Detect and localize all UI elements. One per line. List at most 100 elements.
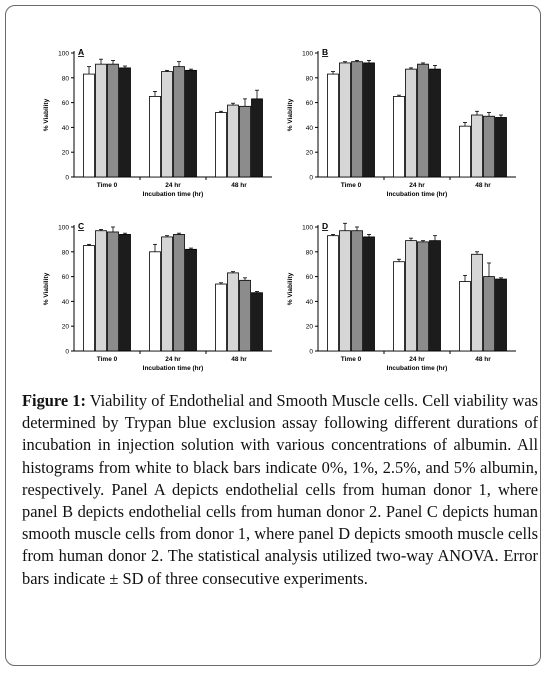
bar [227,272,239,352]
bar [251,292,263,352]
caption-label: Figure 1: [22,391,86,410]
y-tick-label: 60 [306,274,314,281]
y-tick-label: 80 [306,249,314,256]
y-tick-label: 40 [306,299,314,306]
bar [149,96,161,178]
y-tick-label: 100 [58,51,69,58]
y-axis-label: % Viability [43,272,50,305]
bar [429,68,441,178]
bar [471,253,483,352]
y-tick-label: 40 [62,299,70,306]
bar [393,96,405,178]
bar [459,281,471,352]
x-axis-label: Incubation time (hr) [387,365,448,372]
bar [327,235,339,352]
bar [495,117,507,178]
bar [417,63,429,178]
panel-letter: B [322,47,328,57]
y-tick-label: 0 [65,175,69,182]
y-tick-label: 80 [62,75,70,82]
bar [161,236,173,352]
bar [83,73,95,178]
bar [351,230,363,352]
y-tick-label: 40 [306,125,314,132]
bar [227,104,239,178]
bar [327,73,339,178]
x-tick-label: 48 hr [475,356,491,363]
panel-c: 0 20 40 60 80 100 % Viability C Time 0 24 hr 48 hr… [24,205,284,381]
bar [185,69,197,178]
bar [149,251,161,352]
x-tick-label: 48 hr [231,356,247,363]
panel-d-chart: 0 20 40 60 80 100 % Viability D Time 0 24 hr 48 hr… [287,221,516,372]
y-tick-label: 20 [306,150,314,157]
bar [119,67,131,178]
bar [429,240,441,352]
x-axis-label: Incubation time (hr) [387,191,448,198]
bar [339,62,351,178]
panel-letter: C [78,221,84,231]
bar [459,125,471,178]
panel-b-chart: 0 20 40 60 80 100 % Viability B Time 0 24 hr 48 hr… [287,47,516,198]
y-tick-label: 20 [62,150,70,157]
x-tick-label: 48 hr [231,182,247,189]
x-tick-label: 24 hr [409,182,425,189]
bar [351,61,363,178]
bar [119,234,131,352]
figure-caption: Figure 1: Viability of Endothelial and S… [22,390,538,590]
panel-b: 0 20 40 60 80 100 % Viability B Time 0 24 hr 48 hr… [268,31,528,207]
y-tick-label: 60 [62,274,70,281]
bar [185,248,197,352]
bar [173,234,185,352]
bar [339,230,351,352]
bar [405,68,417,178]
x-tick-label: 48 hr [475,182,491,189]
figure-frame: 0 20 40 60 80 100 % Viability A Time 0 24 hr 48 hr… [5,5,541,666]
caption-text: Viability of Endothelial and Smooth Musc… [22,391,538,588]
bar [483,115,495,178]
bar [471,114,483,178]
x-tick-label: Time 0 [97,182,118,189]
bar [173,66,185,178]
bar [483,276,495,352]
y-tick-label: 100 [302,51,313,58]
x-tick-label: 24 hr [165,182,181,189]
y-tick-label: 0 [309,175,313,182]
bar [495,278,507,352]
panel-letter: D [322,221,328,231]
y-tick-label: 0 [309,349,313,356]
panel-letter: A [78,47,84,57]
x-axis-label: Incubation time (hr) [143,191,204,198]
bar [95,230,107,352]
bar [251,98,263,178]
bar [95,63,107,178]
y-tick-label: 0 [65,349,69,356]
bar [215,112,227,178]
panel-d: 0 20 40 60 80 100 % Viability D Time 0 24 hr 48 hr… [268,205,528,381]
bar [107,231,119,352]
y-tick-label: 60 [62,100,70,107]
y-axis-label: % Viability [43,98,50,131]
y-tick-label: 20 [62,324,70,331]
panel-a-chart: 0 20 40 60 80 100 % Viability A Time 0 24 hr 48 hr… [43,47,272,198]
y-axis-label: % Viability [287,98,294,131]
y-tick-label: 60 [306,100,314,107]
y-axis-label: % Viability [287,272,294,305]
x-tick-label: Time 0 [341,182,362,189]
y-tick-label: 80 [306,75,314,82]
bar [215,283,227,352]
x-tick-label: Time 0 [341,356,362,363]
bar [363,62,375,178]
y-tick-label: 100 [58,225,69,232]
panel-c-chart: 0 20 40 60 80 100 % Viability C Time 0 24 hr 48 hr… [43,221,272,372]
x-axis-label: Incubation time (hr) [143,365,204,372]
bar [417,241,429,352]
bar [363,236,375,352]
panel-a: 0 20 40 60 80 100 % Viability A Time 0 24 hr 48 hr… [24,31,284,207]
bar [239,279,251,352]
bar [83,245,95,352]
y-tick-label: 40 [62,125,70,132]
bar [239,105,251,178]
y-tick-label: 20 [306,324,314,331]
bar [107,63,119,178]
